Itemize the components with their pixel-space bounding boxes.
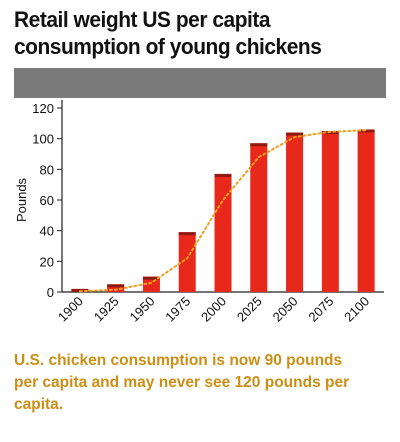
x-tick-label: 1950 [127, 294, 158, 325]
y-tick-label: 100 [32, 132, 54, 147]
bar-top-2000 [214, 173, 232, 177]
x-tick-label: 2050 [270, 294, 301, 325]
bar-top-1950 [142, 276, 160, 280]
caption: U.S. chicken consumption is now 90 pound… [14, 350, 390, 416]
bar-1975 [178, 232, 196, 292]
bar-top-2050 [286, 132, 304, 136]
bar-top-2025 [250, 143, 268, 147]
x-tick-label: 1925 [91, 294, 122, 325]
bar-top-1925 [107, 284, 125, 288]
bar-2050 [286, 132, 304, 292]
chart-title: Retail weight US per capita consumption … [14, 6, 367, 60]
y-ticks: 0 20 40 60 80 100 120 [32, 101, 62, 300]
chart-title-line: Retail weight US per capita [14, 7, 271, 32]
y-tick-label: 20 [40, 254, 54, 269]
y-axis-label: Pounds [14, 177, 29, 222]
bar-2075 [321, 131, 339, 292]
header-band [14, 68, 386, 98]
x-tick-label: 1975 [162, 294, 193, 325]
y-tick-label: 80 [40, 162, 54, 177]
bars [71, 129, 375, 292]
x-tick-labels: 1900 1925 1950 1975 2000 2025 2050 2075 2100 [55, 294, 372, 325]
trend-line [78, 129, 368, 293]
y-tick-label: 120 [32, 101, 54, 116]
bar-top-2100 [357, 129, 375, 133]
bar-top-1975 [178, 232, 196, 236]
y-tick-label: 40 [40, 224, 54, 239]
x-tick-label: 2000 [198, 294, 229, 325]
y-tick-label: 60 [40, 193, 54, 208]
caption-line: U.S. chicken consumption is now 90 pound… [14, 352, 343, 369]
y-tick-label: 0 [47, 285, 54, 300]
bar-2000 [214, 173, 232, 292]
caption-line: capita. [14, 396, 64, 413]
x-tick-label: 2025 [234, 294, 265, 325]
bar-2025 [250, 143, 268, 292]
caption-line: per capita and may never see 120 pounds … [14, 374, 350, 391]
x-tick-label: 1900 [55, 294, 86, 325]
bar-2100 [357, 129, 375, 292]
chart-title-line: consumption of young chickens [14, 34, 322, 59]
bar-1925 [107, 284, 125, 292]
x-tick-label: 2075 [305, 294, 336, 325]
x-tick-label: 2100 [341, 294, 372, 325]
